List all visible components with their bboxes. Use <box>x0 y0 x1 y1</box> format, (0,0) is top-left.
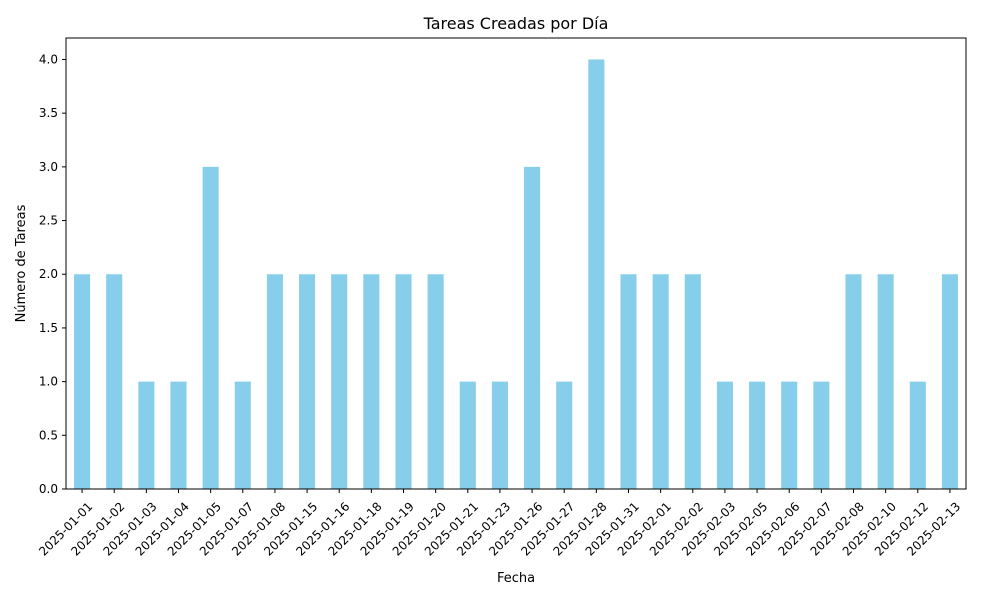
bar-2025-01-03 <box>138 381 155 489</box>
bar-2025-01-04 <box>170 381 187 489</box>
bar-2025-01-21 <box>459 381 476 489</box>
bar-2025-01-15 <box>299 274 316 489</box>
y-tick-label: 4.0 <box>39 52 58 66</box>
bar-2025-02-07 <box>813 381 830 489</box>
bar-2025-02-10 <box>877 274 894 489</box>
y-tick-label: 1.5 <box>39 321 58 335</box>
bar-2025-02-08 <box>845 274 862 489</box>
y-axis-label: Número de Tareas <box>14 204 29 322</box>
bars-layer <box>74 59 958 490</box>
bar-2025-02-03 <box>716 381 733 489</box>
bar-2025-01-28 <box>588 59 605 489</box>
y-tick-label: 2.5 <box>39 214 58 228</box>
bar-2025-01-26 <box>524 166 541 490</box>
bar-2025-01-27 <box>556 381 573 489</box>
y-tick-label: 0.5 <box>39 428 58 442</box>
chart-title: Tareas Creadas por Día <box>423 14 609 33</box>
bar-2025-01-08 <box>266 274 283 489</box>
bar-2025-01-02 <box>106 274 123 489</box>
y-tick-label: 3.5 <box>39 106 58 120</box>
x-axis: 2025-01-012025-01-022025-01-032025-01-04… <box>36 489 963 559</box>
x-axis-label: Fecha <box>497 571 535 586</box>
y-tick-label: 0.0 <box>39 482 58 496</box>
bar-2025-01-01 <box>74 274 91 489</box>
bar-2025-01-19 <box>395 274 412 489</box>
bar-2025-02-05 <box>749 381 766 489</box>
bar-2025-01-20 <box>427 274 444 489</box>
bar-2025-02-06 <box>781 381 798 489</box>
bar-2025-01-18 <box>363 274 380 489</box>
bar-2025-02-01 <box>652 274 669 489</box>
bar-2025-02-13 <box>941 274 958 489</box>
bar-2025-02-02 <box>684 274 701 489</box>
plot-frame <box>65 37 967 490</box>
y-tick-label: 2.0 <box>39 267 58 281</box>
bar-2025-01-05 <box>202 166 219 490</box>
bar-2025-01-31 <box>620 274 637 489</box>
y-tick-label: 3.0 <box>39 160 58 174</box>
bar-2025-01-16 <box>331 274 348 489</box>
bar-2025-02-12 <box>909 381 926 489</box>
y-tick-label: 1.0 <box>39 375 58 389</box>
bar-2025-01-07 <box>234 381 251 489</box>
bar-2025-01-23 <box>491 381 508 489</box>
y-axis: 0.0 0.5 1.0 1.5 2.0 2.5 3.0 3.5 4.0 <box>39 52 66 496</box>
